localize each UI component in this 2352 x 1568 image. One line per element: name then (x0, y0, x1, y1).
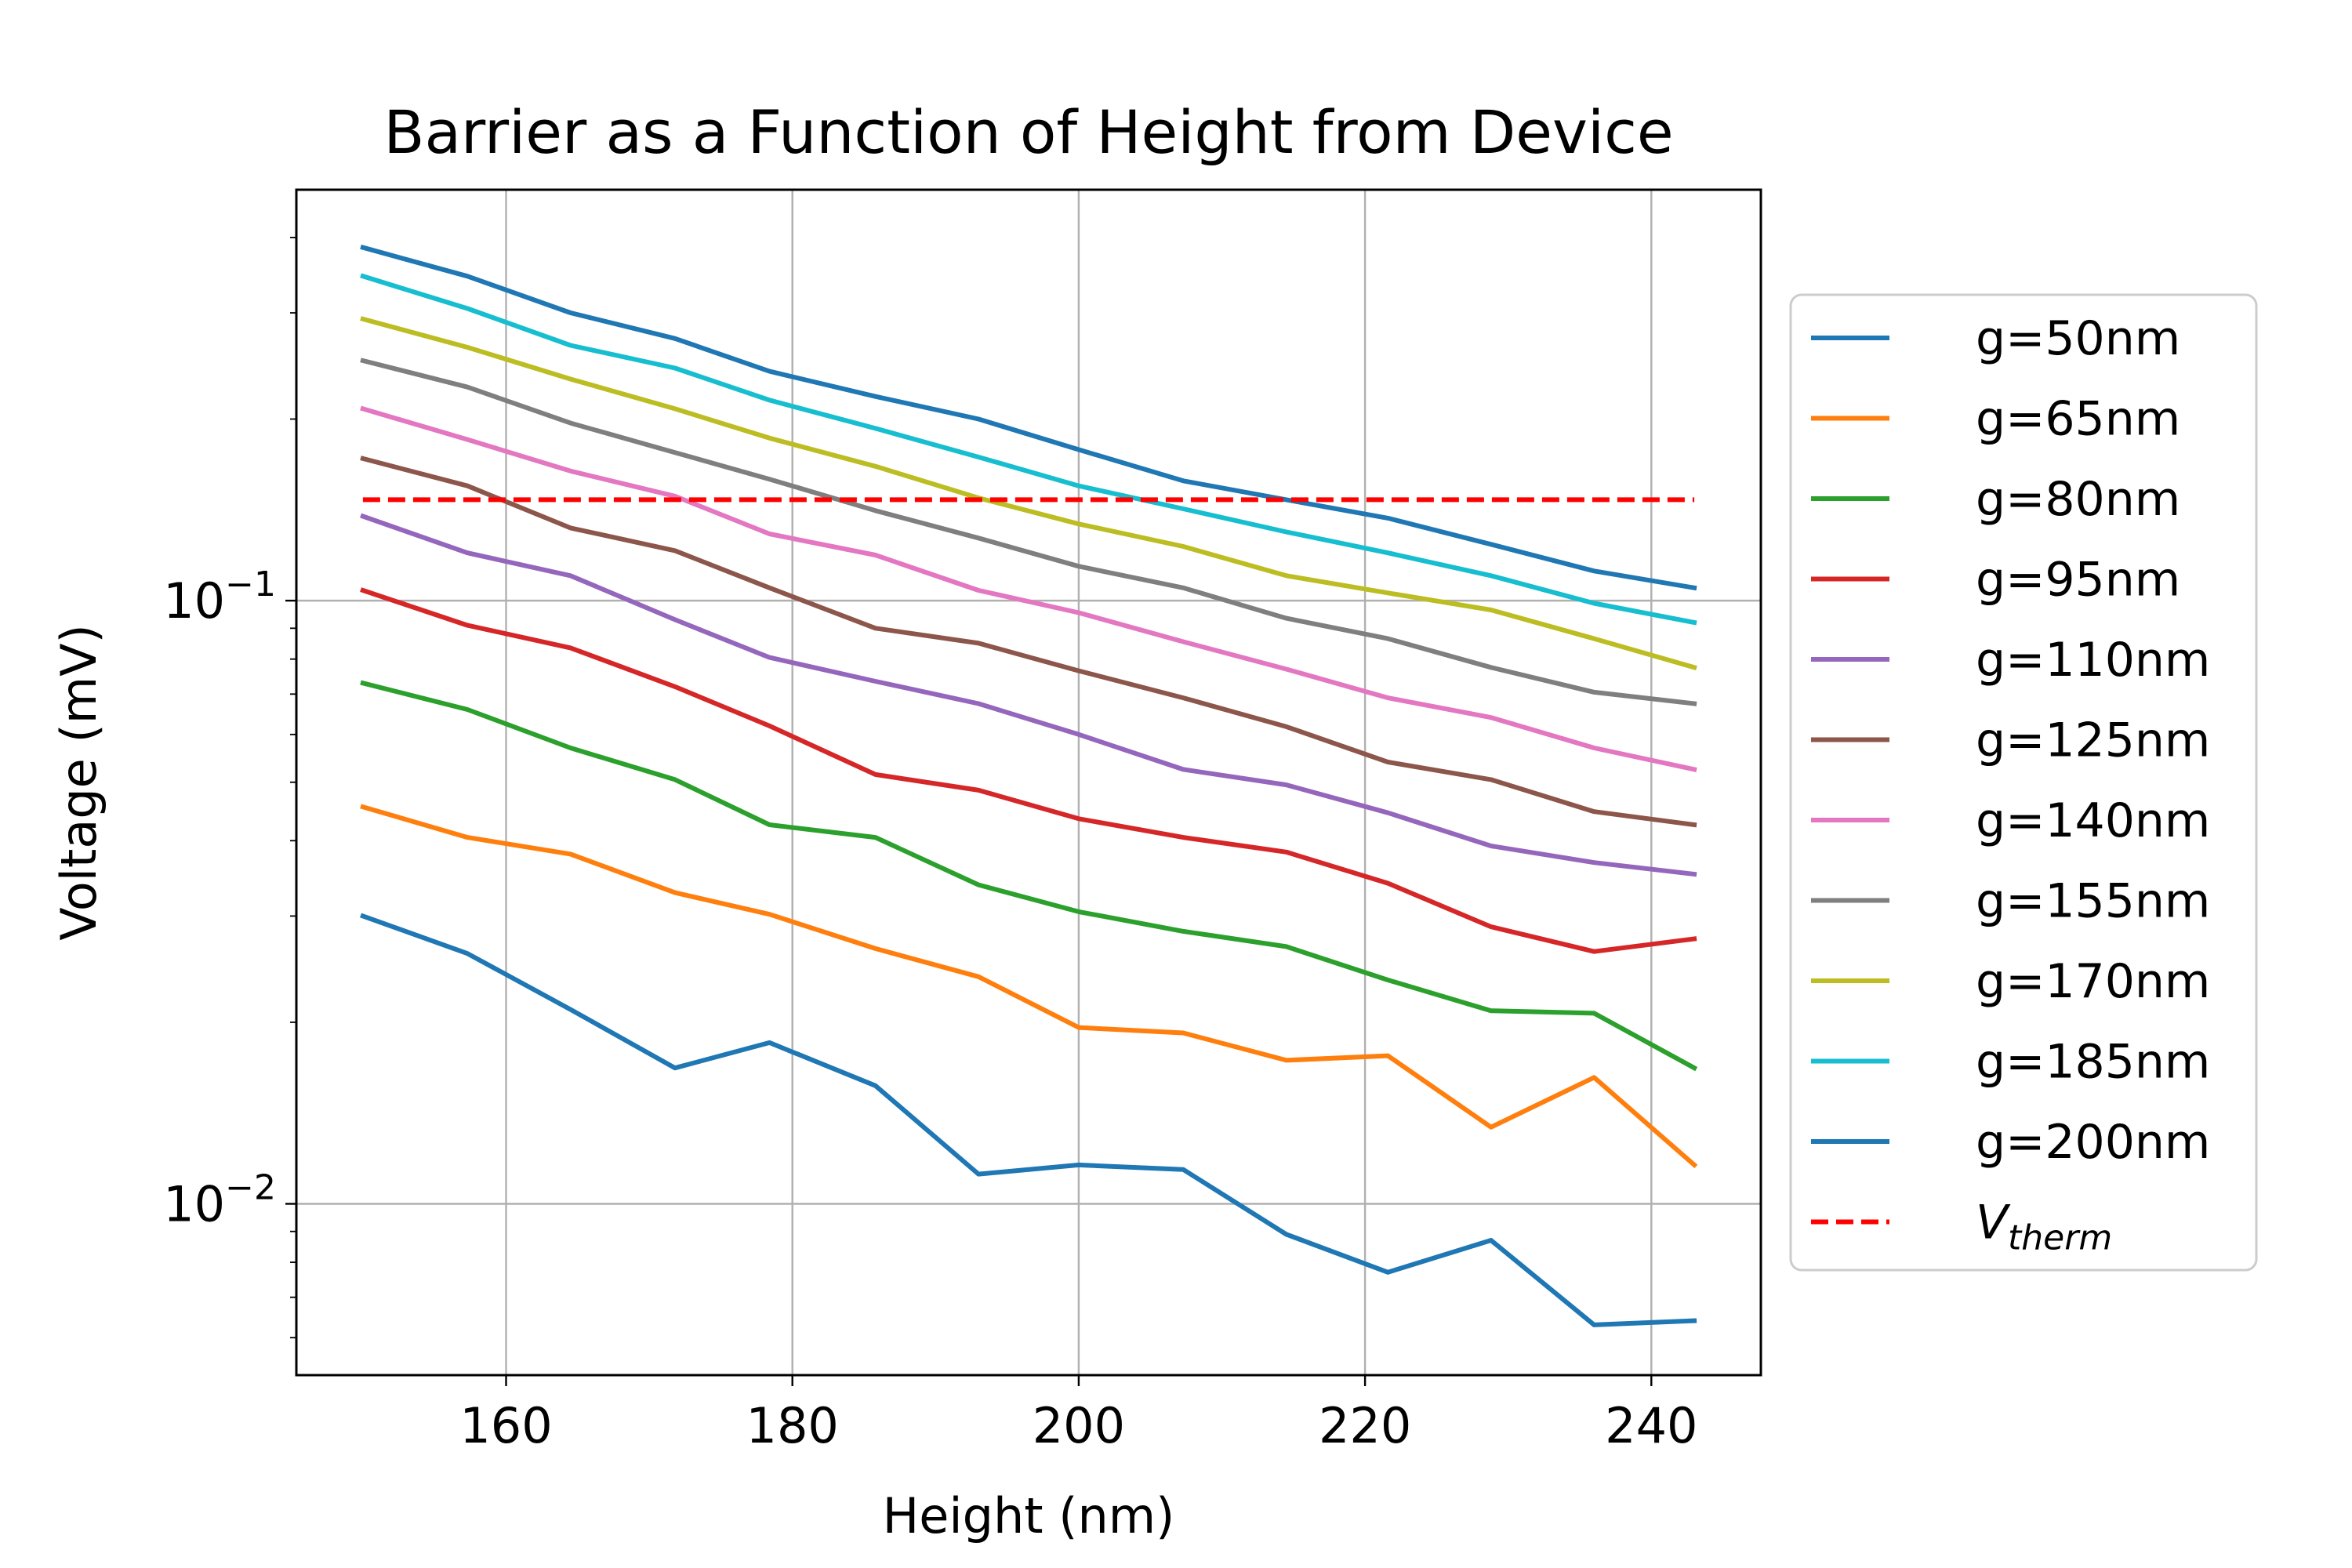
series-line (360, 913, 1697, 1327)
legend-box (1789, 293, 2258, 1272)
series-line (360, 405, 1697, 772)
x-tick-label: 220 (1319, 1397, 1411, 1454)
legend: g=50nm g=65nm g=80nm g=95nm g=110nm g=125nm g=… (1789, 293, 2258, 1272)
series-line (360, 456, 1697, 828)
legend-label: g=50nm (1976, 311, 2180, 366)
series-line (360, 273, 1697, 626)
x-tick-label: 180 (746, 1397, 839, 1454)
legend-label: g=95nm (1976, 553, 2180, 608)
legend-label: g=65nm (1976, 392, 2180, 447)
series-line (360, 513, 1697, 877)
y-axis-label: Voltage (mV) (50, 624, 107, 940)
legend-label: g=170nm (1976, 954, 2210, 1009)
legend-label: g=140nm (1976, 793, 2210, 848)
plot-background (296, 190, 1761, 1375)
series-line (360, 245, 1697, 591)
legend-label: g=185nm (1976, 1035, 2210, 1090)
series-line (360, 358, 1697, 706)
x-tick-label: 200 (1033, 1397, 1125, 1454)
series-line (360, 680, 1698, 1072)
legend-label: g=110nm (1976, 633, 2210, 688)
x-tick-label: 240 (1605, 1397, 1697, 1454)
legend-label: Vtherm (1976, 1196, 2112, 1258)
y-tick-label: 10−1 (163, 564, 276, 630)
series-line (360, 804, 1698, 1169)
x-tick-label: 160 (459, 1397, 552, 1454)
chart-title: Barrier as a Function of Height from Dev… (383, 97, 1673, 167)
legend-label: g=125nm (1976, 713, 2210, 768)
legend-label: g=200nm (1976, 1115, 2210, 1170)
y-tick-label: 10−2 (163, 1168, 276, 1233)
x-axis-label: Height (nm) (883, 1487, 1175, 1544)
series-line (360, 587, 1697, 954)
series-line (360, 316, 1697, 671)
legend-label: g=155nm (1976, 874, 2210, 929)
legend-label: g=80nm (1976, 472, 2180, 527)
series-lines (360, 245, 1698, 1327)
axis-ticks: 160 180 200 220 240 10−1 10−2 (163, 237, 1697, 1454)
